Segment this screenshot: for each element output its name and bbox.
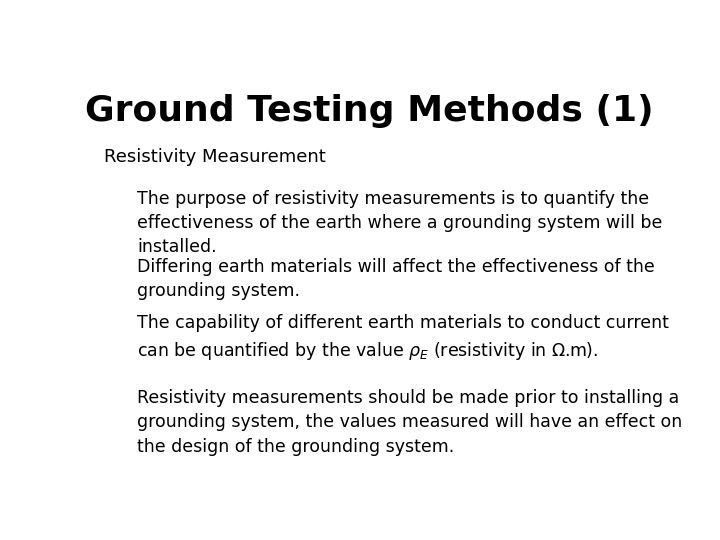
Text: The purpose of resistivity measurements is to quantify the
effectiveness of the : The purpose of resistivity measurements … bbox=[138, 190, 663, 256]
Text: Resistivity measurements should be made prior to installing a
grounding system, : Resistivity measurements should be made … bbox=[138, 389, 683, 456]
Text: can be quantified by the value $\rho_E$ (resistivity in $\Omega$.m).: can be quantified by the value $\rho_E$ … bbox=[138, 340, 599, 362]
Text: Ground Testing Methods (1): Ground Testing Methods (1) bbox=[85, 94, 653, 128]
Text: The capability of different earth materials to conduct current: The capability of different earth materi… bbox=[138, 314, 670, 332]
Text: Differing earth materials will affect the effectiveness of the
grounding system.: Differing earth materials will affect th… bbox=[138, 258, 655, 300]
Text: Resistivity Measurement: Resistivity Measurement bbox=[104, 148, 325, 166]
